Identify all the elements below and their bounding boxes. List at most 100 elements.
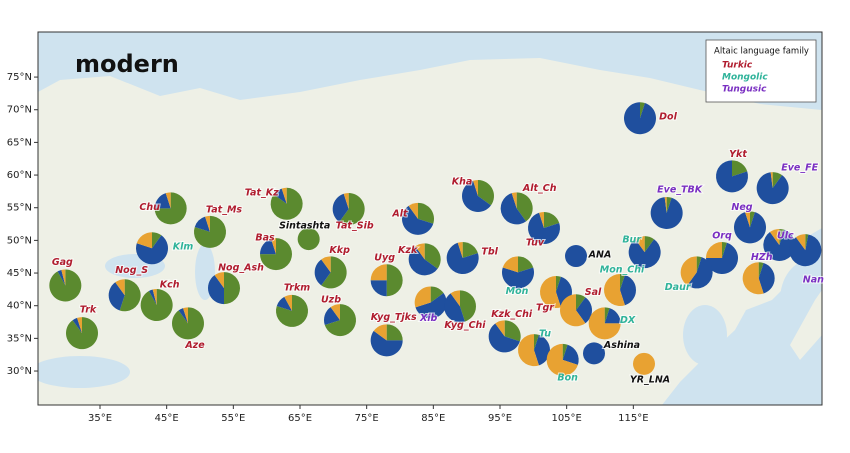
population-label: Bon — [557, 372, 578, 383]
pies — [49, 102, 822, 376]
pie-slice — [152, 232, 162, 249]
pie-slice — [205, 215, 210, 232]
pie-slice — [763, 229, 796, 261]
pie-slice — [528, 212, 560, 244]
x-tick-label: 85°E — [421, 413, 445, 424]
pie-slice — [620, 274, 636, 306]
pie-slice — [624, 102, 657, 135]
frame — [37, 31, 823, 406]
pie — [370, 324, 403, 357]
population-label: Ykt — [729, 149, 747, 160]
population-label: Kyg_Tjks — [371, 312, 417, 323]
pie-slice — [370, 264, 387, 281]
pie-slice — [72, 317, 82, 334]
pie-slice — [178, 308, 188, 324]
pie-slice — [644, 236, 655, 253]
pie-slice — [343, 193, 349, 210]
pie-slice — [65, 317, 98, 350]
x-tick-label: 75°E — [355, 413, 379, 424]
pie — [583, 342, 605, 365]
pie-slice — [415, 293, 447, 319]
pie — [528, 211, 560, 244]
pie — [488, 320, 521, 353]
pie — [260, 238, 292, 271]
pie-slice — [462, 242, 478, 259]
pie-slice — [745, 211, 750, 228]
pie — [462, 179, 494, 212]
pie-slice — [424, 243, 441, 269]
population-label: Aze — [184, 340, 205, 351]
y-tick-label: 55°N — [7, 203, 32, 214]
pie-slice — [418, 202, 435, 224]
pie-slice — [500, 193, 527, 225]
population-label: Bas — [255, 233, 275, 244]
pie-slice — [370, 280, 387, 297]
pie — [154, 192, 187, 225]
pie-slice — [604, 307, 610, 324]
pie-slice — [444, 293, 465, 323]
mediterranean — [38, 356, 130, 388]
pie-slice — [119, 279, 141, 312]
pie — [500, 192, 533, 225]
basemap — [38, 32, 822, 405]
population-label: Tat_Ms — [206, 204, 243, 215]
population-label: Kch — [160, 280, 180, 291]
pie-slice — [430, 286, 444, 303]
pie-slice — [136, 232, 152, 249]
pie-slice — [635, 236, 645, 253]
population-label: Tu — [539, 329, 551, 340]
pie-slice — [314, 259, 331, 286]
x-tick-label: 115°E — [618, 413, 648, 424]
pie-slice — [534, 334, 550, 366]
pie — [624, 102, 657, 135]
pie — [172, 307, 204, 340]
population-label: Sal — [585, 287, 602, 298]
pie-slice — [772, 172, 783, 189]
pie — [680, 256, 713, 289]
population-label: Neg — [731, 202, 752, 213]
pie-slice — [795, 234, 806, 251]
pie-slice — [734, 212, 766, 244]
pie-slice — [402, 205, 434, 235]
pie-slice — [321, 256, 347, 289]
population-label: Alt — [391, 208, 408, 219]
pie-slice — [473, 179, 478, 196]
legend: Altaic language family Turkic Mongolic Tun… — [705, 39, 817, 103]
land — [38, 58, 822, 405]
pie — [323, 304, 356, 337]
population-label: Trk — [80, 305, 97, 316]
pie-slice — [386, 264, 403, 297]
pie — [140, 289, 173, 322]
pie-slice — [603, 274, 625, 307]
pie-slice — [696, 256, 702, 273]
pie-slice — [270, 187, 303, 220]
pie-slice — [565, 245, 587, 268]
pie — [559, 294, 592, 327]
pie-slice — [544, 211, 560, 228]
pie-slice — [77, 317, 82, 334]
pie-slice — [518, 256, 534, 273]
pie — [136, 232, 169, 265]
population-label: Tuv — [526, 237, 545, 248]
x-tick-label: 65°E — [288, 413, 312, 424]
population-label: Tat_Sib — [336, 221, 374, 232]
pie-slice — [323, 307, 340, 326]
population-label: Kzk_Chi — [491, 309, 533, 320]
pie-slice — [386, 324, 403, 341]
pie-slice — [460, 290, 476, 322]
pie-slice — [576, 294, 586, 311]
pie-slice — [650, 197, 683, 229]
pie-slice — [194, 216, 210, 232]
population-label: HZh — [751, 252, 773, 263]
y-tick-label: 50°N — [7, 235, 32, 246]
pie — [297, 228, 320, 251]
pie-slice — [297, 228, 320, 251]
pie-slice — [414, 286, 431, 308]
pie-slice — [583, 342, 605, 365]
x-tick-label: 45°E — [155, 413, 179, 424]
pie-slice — [148, 289, 157, 306]
pie-slice — [140, 289, 173, 322]
pie-slice — [504, 320, 521, 342]
pie — [370, 264, 403, 297]
pie-slice — [224, 272, 240, 305]
